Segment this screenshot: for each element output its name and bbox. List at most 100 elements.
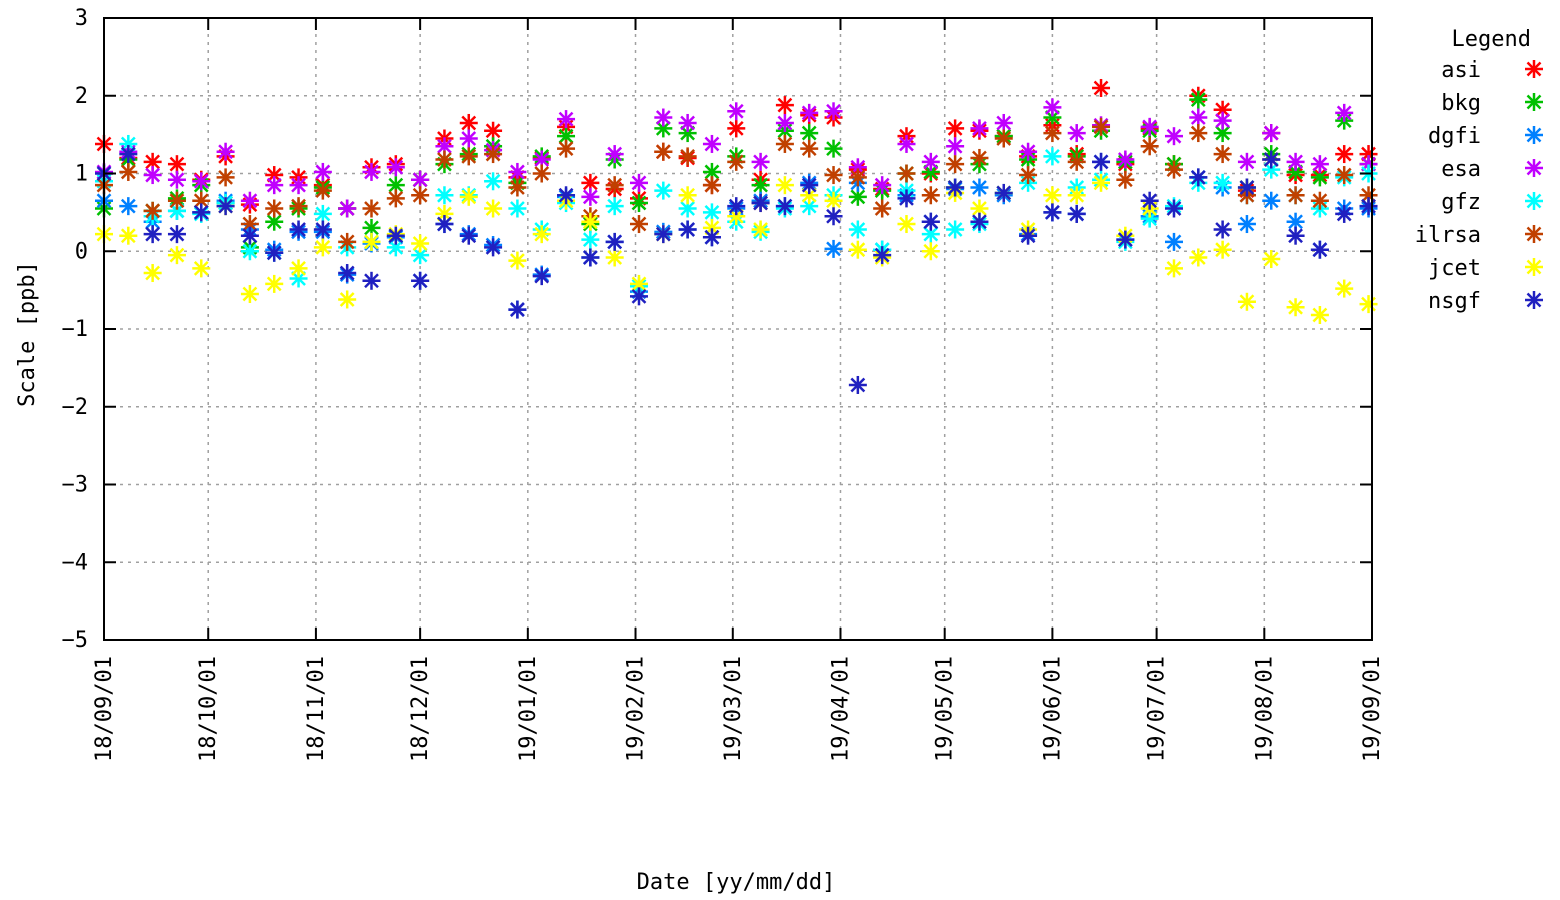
x-tick-label: 19/05/01	[933, 656, 958, 762]
data-point-nsgf	[1019, 226, 1038, 245]
data-point-jcet	[265, 274, 284, 293]
data-point-dgfi	[1262, 191, 1281, 210]
data-point-esa	[1164, 127, 1183, 146]
data-point-nsgf	[678, 220, 697, 239]
x-tick-label: 18/11/01	[304, 656, 329, 762]
data-point-nsgf	[1067, 204, 1086, 223]
data-point-ilrsa	[557, 139, 576, 158]
series-dgfi	[95, 152, 1378, 319]
data-point-nsgf	[1213, 220, 1232, 239]
legend-label-nsgf: nsgf	[1428, 289, 1481, 314]
x-tick-label: 19/09/01	[1360, 656, 1385, 762]
data-point-jcet	[848, 240, 867, 259]
data-point-esa	[970, 119, 989, 138]
data-point-esa	[1043, 98, 1062, 117]
data-point-gfz	[508, 199, 527, 218]
data-point-jcet	[240, 285, 259, 304]
data-point-dgfi	[1164, 232, 1183, 251]
data-point-asi	[727, 119, 746, 138]
data-point-esa	[581, 187, 600, 206]
series-nsgf	[95, 145, 1378, 394]
data-point-ilrsa	[970, 148, 989, 167]
data-point-ilrsa	[1092, 117, 1111, 136]
data-point-dgfi	[824, 239, 843, 258]
data-point-ilrsa	[143, 201, 162, 220]
data-point-gfz	[1043, 147, 1062, 166]
y-axis-label: Scale [ppb]	[15, 261, 40, 407]
data-point-jcet	[1310, 306, 1329, 325]
data-point-esa	[386, 158, 405, 177]
data-point-nsgf	[1164, 199, 1183, 218]
data-point-ilrsa	[873, 199, 892, 218]
data-point-bkg	[1189, 90, 1208, 109]
data-point-bkg	[824, 139, 843, 158]
data-point-gfz	[411, 246, 430, 265]
data-point-asi	[167, 155, 186, 174]
data-point-ilrsa	[800, 139, 819, 158]
data-point-asi	[459, 113, 478, 132]
data-point-jcet	[484, 199, 503, 218]
data-point-jcet	[1043, 186, 1062, 205]
data-point-ilrsa	[1019, 166, 1038, 185]
data-point-esa	[143, 166, 162, 185]
data-point-nsgf	[775, 197, 794, 216]
data-point-nsgf	[921, 212, 940, 231]
data-point-esa	[240, 191, 259, 210]
data-point-ilrsa	[1067, 152, 1086, 171]
data-point-nsgf	[143, 225, 162, 244]
data-point-asi	[484, 121, 503, 140]
data-point-nsgf	[265, 243, 284, 262]
data-point-esa	[751, 152, 770, 171]
data-point-gfz	[313, 204, 332, 223]
data-point-gfz	[581, 230, 600, 249]
data-point-ilrsa	[702, 176, 721, 195]
data-point-esa	[1116, 150, 1135, 169]
data-point-nsgf	[192, 203, 211, 222]
data-point-nsgf	[557, 186, 576, 205]
data-point-ilrsa	[629, 215, 648, 234]
y-tick-label: 0	[75, 239, 88, 264]
data-point-ilrsa	[386, 189, 405, 208]
data-point-bkg	[629, 194, 648, 213]
data-point-jcet	[1092, 173, 1111, 192]
data-point-ilrsa	[1286, 186, 1305, 205]
data-point-nsgf	[435, 215, 454, 234]
data-point-nsgf	[532, 267, 551, 286]
data-point-nsgf	[338, 264, 357, 283]
y-axis-ticks: 3 2 1 0 −1 −2 −3 −4 −5	[62, 6, 1372, 653]
data-point-nsgf	[1140, 191, 1159, 210]
data-point-esa	[775, 113, 794, 132]
data-point-gfz	[435, 186, 454, 205]
data-point-ilrsa	[484, 145, 503, 164]
data-point-esa	[338, 199, 357, 218]
data-point-ilrsa	[1335, 166, 1354, 185]
y-tick-label: −5	[62, 628, 89, 653]
data-point-jcet	[1189, 248, 1208, 267]
data-point-jcet	[581, 212, 600, 231]
data-point-jcet	[289, 259, 308, 278]
data-point-gfz	[848, 220, 867, 239]
data-point-nsgf	[459, 226, 478, 245]
data-point-ilrsa	[1043, 124, 1062, 143]
x-tick-label: 19/08/01	[1252, 656, 1277, 762]
data-point-nsgf	[751, 194, 770, 213]
data-point-jcet	[1164, 259, 1183, 278]
x-tick-label: 18/09/01	[92, 656, 117, 762]
data-point-ilrsa	[532, 164, 551, 183]
legend-label-bkg: bkg	[1441, 91, 1481, 116]
data-point-ilrsa	[411, 186, 430, 205]
data-point-esa	[921, 152, 940, 171]
data-point-jcet	[167, 246, 186, 265]
data-point-ilrsa	[167, 191, 186, 210]
data-point-nsgf	[946, 178, 965, 197]
data-point-esa	[313, 162, 332, 181]
y-tick-label: 1	[75, 162, 88, 187]
data-point-ilrsa	[654, 142, 673, 161]
data-point-jcet	[143, 264, 162, 283]
data-point-nsgf	[824, 207, 843, 226]
data-point-esa	[946, 137, 965, 156]
data-point-jcet	[751, 220, 770, 239]
legend: Legend asi bkg dgfi esa gfz ilrsa jcet nsgf	[1415, 27, 1543, 314]
data-point-ilrsa	[1140, 137, 1159, 156]
data-point-esa	[727, 102, 746, 121]
